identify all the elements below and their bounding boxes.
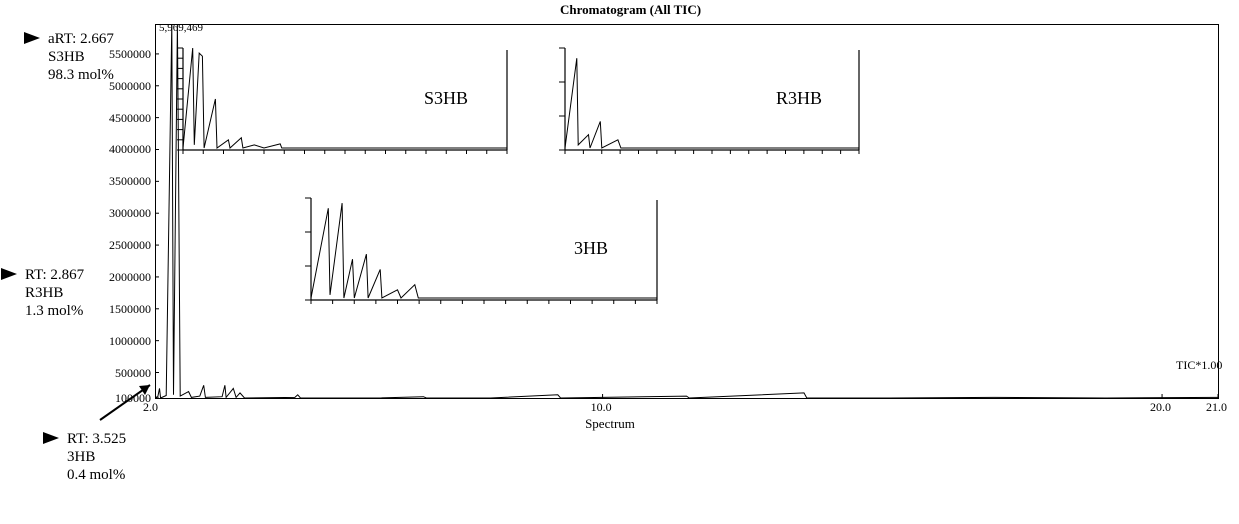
- x-tick-label: 21.0: [1206, 400, 1227, 415]
- ann-r3hb: RT: 2.867R3HB1.3 mol%: [25, 266, 84, 320]
- y-tick-label: 3500000: [109, 174, 151, 189]
- y-tick-label: 2000000: [109, 270, 151, 285]
- inset-3hb-label: 3HB: [574, 238, 608, 259]
- y-tick-label: 5000000: [109, 79, 151, 94]
- annotation-line: RT: 2.867: [25, 266, 84, 284]
- x-axis-label: Spectrum: [550, 416, 670, 432]
- annotation-line: 1.3 mol%: [25, 302, 84, 320]
- x-tick-label: 20.0: [1150, 400, 1171, 415]
- annotation-line: 0.4 mol%: [67, 466, 126, 484]
- x-tick-label: 10.0: [591, 400, 612, 415]
- arrow-icon: [1, 268, 17, 280]
- y-tick-label: 5500000: [109, 47, 151, 62]
- y-tick-label: 2500000: [109, 238, 151, 253]
- y-tick-label: 500000: [115, 366, 151, 381]
- y-tick-label: 3000000: [109, 206, 151, 221]
- annotation-line: S3HB: [48, 48, 114, 66]
- figure-root: Chromatogram (All TIC) 5,969,469 Spectru…: [0, 0, 1239, 524]
- chart-title: Chromatogram (All TIC): [560, 2, 701, 18]
- tic-note: TIC*1.00: [1176, 358, 1222, 373]
- annotation-line: 98.3 mol%: [48, 66, 114, 84]
- inset-r3hb-label: R3HB: [776, 88, 822, 109]
- annotation-line: aRT: 2.667: [48, 30, 114, 48]
- y-top-value: 5,969,469: [159, 22, 203, 34]
- arrow-icon: [43, 432, 59, 444]
- arrow-diag-icon: [95, 380, 175, 440]
- y-tick-label: 4500000: [109, 111, 151, 126]
- ann-s3hb: aRT: 2.667S3HB98.3 mol%: [48, 30, 114, 84]
- y-tick-label: 4000000: [109, 142, 151, 157]
- annotation-line: 3HB: [67, 448, 126, 466]
- y-tick-label: 1500000: [109, 302, 151, 317]
- y-tick-label: 1000000: [109, 334, 151, 349]
- annotation-line: R3HB: [25, 284, 84, 302]
- x-tick-label: 2.0: [143, 400, 158, 415]
- inset-s3hb-label: S3HB: [424, 88, 468, 109]
- arrow-icon: [24, 32, 40, 44]
